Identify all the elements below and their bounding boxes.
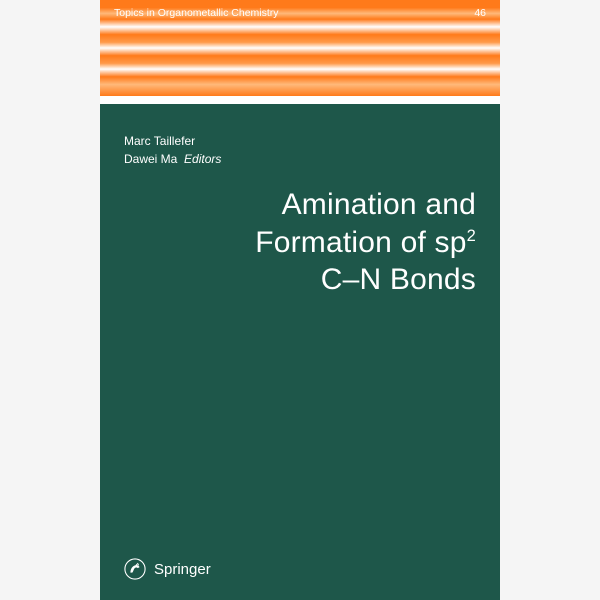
cover-body: Marc Taillefer Dawei Ma Editors Aminatio… xyxy=(100,104,500,600)
series-volume: 46 xyxy=(474,7,486,19)
title-line-2: Formation of sp2 xyxy=(124,224,476,262)
title-superscript: 2 xyxy=(467,227,476,245)
publisher-name: Springer xyxy=(154,561,211,578)
publisher-block: Springer xyxy=(124,558,211,580)
series-band: Topics in Organometallic Chemistry 46 xyxy=(100,0,500,96)
divider xyxy=(100,96,500,104)
editor-name: Marc Taillefer xyxy=(124,132,476,150)
editors-block: Marc Taillefer Dawei Ma Editors xyxy=(124,132,476,168)
title-line2-pre: Formation of sp xyxy=(255,226,466,259)
editor-role: Editors xyxy=(184,152,221,166)
editor-line: Dawei Ma Editors xyxy=(124,150,476,168)
editor-name: Dawei Ma xyxy=(124,152,177,166)
springer-horse-icon xyxy=(124,558,146,580)
book-title: Amination and Formation of sp2 C–N Bonds xyxy=(124,186,476,299)
title-line-3: C–N Bonds xyxy=(124,261,476,299)
series-name: Topics in Organometallic Chemistry xyxy=(114,7,279,19)
series-bar: Topics in Organometallic Chemistry 46 xyxy=(100,0,500,19)
title-line-1: Amination and xyxy=(124,186,476,224)
book-cover: Topics in Organometallic Chemistry 46 Ma… xyxy=(100,0,500,600)
